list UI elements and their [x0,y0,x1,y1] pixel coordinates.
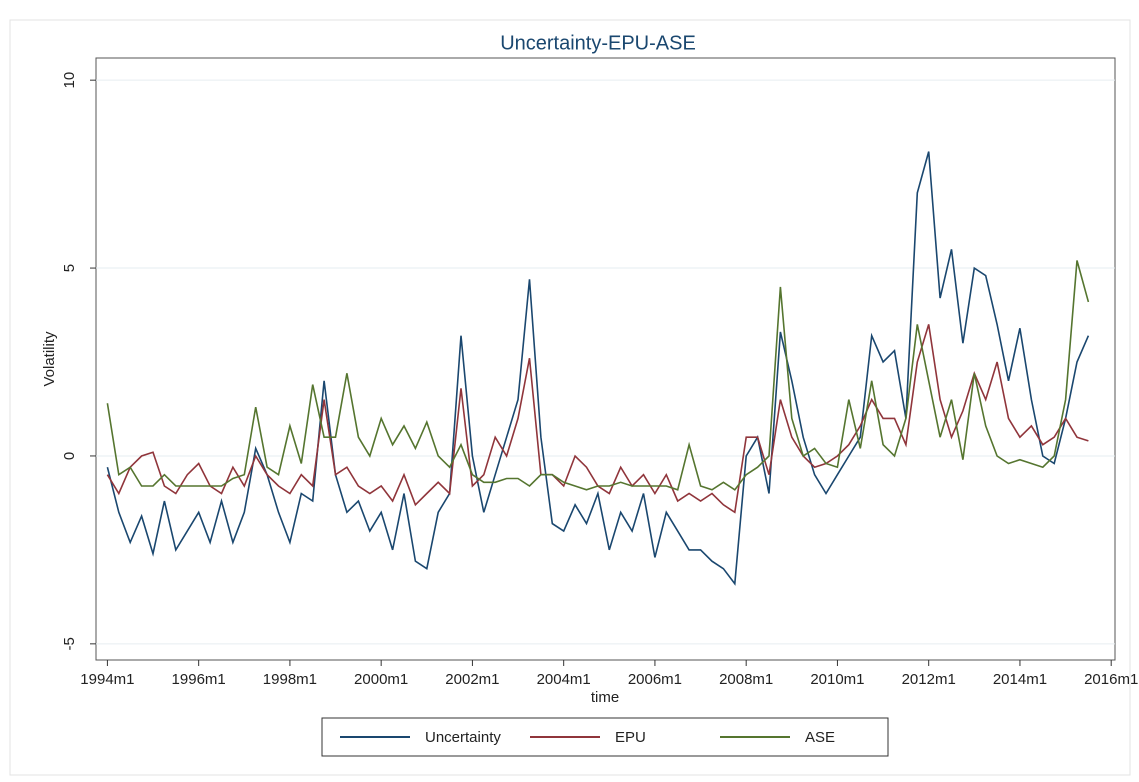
series-line [106,260,1090,491]
legend-label: ASE [805,729,835,746]
y-tick-label: 5 [61,264,78,272]
y-tick-label: 0 [61,452,78,460]
x-tick-label: 1998m1 [263,671,317,688]
x-tick-label: 2002m1 [445,671,499,688]
x-axis-label: time [591,689,619,706]
x-tick-label: 1994m1 [80,671,134,688]
y-tick-label: 10 [61,72,78,89]
x-tick-label: 2008m1 [719,671,773,688]
y-tick-label: -5 [61,637,78,650]
legend [321,717,889,757]
legend-label: Uncertainty [425,729,501,746]
x-tick-label: 1996m1 [172,671,226,688]
x-tick-label: 2014m1 [993,671,1047,688]
x-tick-label: 2000m1 [354,671,408,688]
x-tick-label: 2016m1 [1084,671,1138,688]
x-tick-label: 2004m1 [537,671,591,688]
x-tick-label: 2006m1 [628,671,682,688]
plot-area [95,57,1116,661]
chart-title: Uncertainty-EPU-ASE [500,32,696,54]
legend-label: EPU [615,729,646,746]
y-axis-label: Volatility [41,331,58,387]
x-tick-label: 2010m1 [810,671,864,688]
series-line [106,151,1090,586]
x-tick-label: 2012m1 [902,671,956,688]
